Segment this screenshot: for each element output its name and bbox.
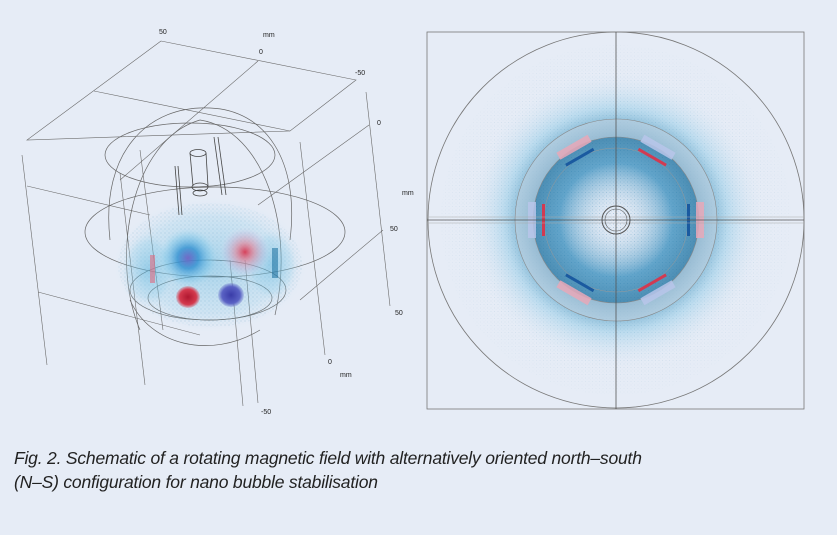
north-pole-upper (158, 228, 218, 288)
south-pole-lower (176, 286, 200, 308)
side-magnet-left (150, 255, 155, 283)
magnets (528, 134, 704, 306)
axis-tick-label: -50 (355, 70, 365, 77)
axis-tick-label: 0 (377, 120, 381, 127)
magnet-north-east (637, 134, 676, 167)
central-tube-top (601, 205, 631, 235)
axis-tick-label: 50 (390, 226, 398, 233)
top-view-plot (426, 31, 805, 410)
axis-tick-label: 0 (328, 359, 332, 366)
side-magnet-right (272, 248, 278, 278)
axis-tick-label: 0 (259, 49, 263, 56)
axis-unit-label: mm (340, 372, 352, 379)
north-pole-lower (218, 283, 244, 307)
perspective-plot: 50 mm 0 -50 0 mm 50 50 0 mm -50 (21, 29, 414, 416)
south-pole-upper (219, 226, 271, 278)
axis-unit-label: mm (263, 32, 275, 39)
axis-tick-label: 50 (395, 310, 403, 317)
central-tube (174, 136, 227, 216)
magnet-south-east (637, 273, 676, 306)
axis-lines (427, 32, 804, 409)
perspective-view: 50 mm 0 -50 0 mm 50 50 0 mm -50 (0, 0, 420, 425)
figure-caption: Fig. 2. Schematic of a rotating magnetic… (14, 446, 814, 494)
top-view (420, 20, 837, 420)
magnet-south-west (556, 273, 595, 306)
axis-unit-label: mm (402, 190, 414, 197)
bounding-box-wireframe (21, 40, 391, 407)
caption-line-2: (N–S) configuration for nano bubble stab… (14, 472, 378, 492)
axis-tick-label: 50 (159, 29, 167, 36)
caption-line-1: Fig. 2. Schematic of a rotating magnetic… (14, 448, 642, 468)
magnet-poles (150, 226, 278, 308)
magnet-north-west (556, 134, 595, 167)
axis-tick-label: -50 (261, 409, 271, 416)
